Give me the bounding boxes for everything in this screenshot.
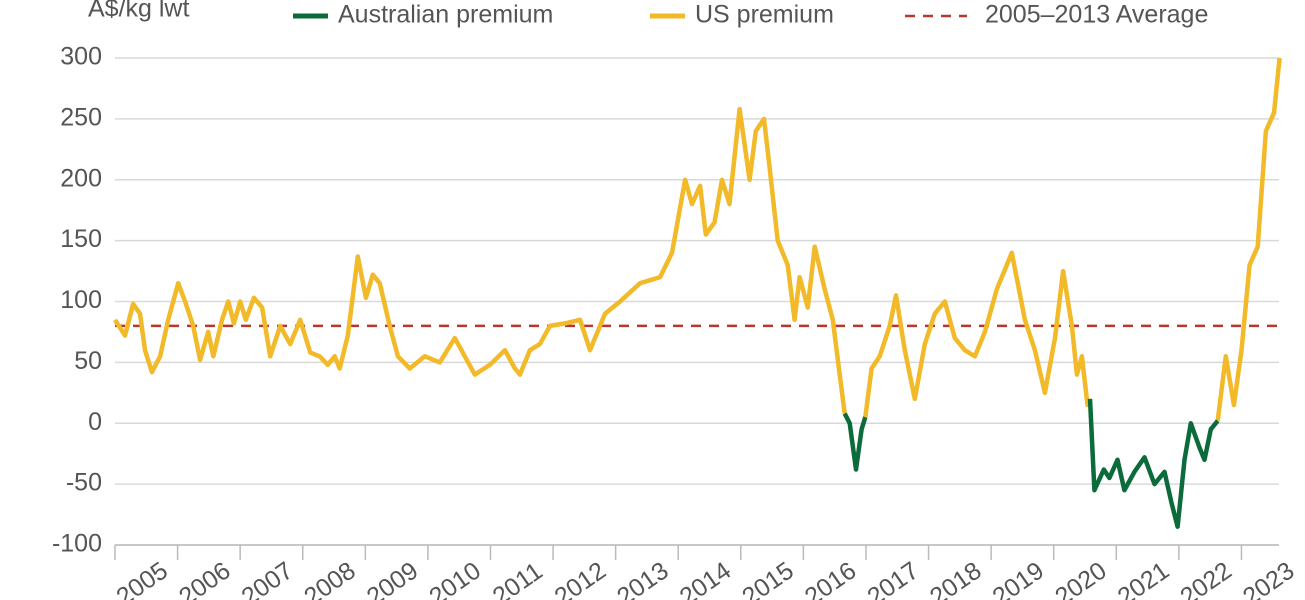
y-tick-label: 200 bbox=[60, 164, 102, 192]
x-tick-label: 2007 bbox=[237, 556, 299, 600]
y-axis-label: A$/kg lwt bbox=[88, 0, 189, 23]
x-tick-label: 2006 bbox=[174, 556, 236, 600]
x-tick-label: 2014 bbox=[675, 556, 737, 600]
x-tick-label: 2016 bbox=[800, 556, 862, 600]
y-tick-label: 150 bbox=[60, 225, 102, 253]
x-tick-label: 2010 bbox=[424, 556, 486, 600]
legend-label: 2005–2013 Average bbox=[985, 1, 1208, 29]
x-tick-label: 2011 bbox=[488, 557, 548, 600]
x-tick-label: 2019 bbox=[988, 556, 1050, 600]
x-tick-label: 2017 bbox=[862, 556, 924, 600]
series-line bbox=[113, 57, 1282, 422]
legend-label: Australian premium bbox=[338, 1, 553, 29]
x-tick-label: 2023 bbox=[1238, 556, 1300, 600]
x-tick-label: 2021 bbox=[1113, 556, 1175, 600]
x-tick-label: 2018 bbox=[925, 556, 987, 600]
y-tick-label: 100 bbox=[60, 286, 102, 314]
y-tick-label: 0 bbox=[88, 408, 102, 436]
x-tick-label: 2022 bbox=[1175, 556, 1237, 600]
y-tick-label: -100 bbox=[52, 530, 102, 558]
x-tick-label: 2005 bbox=[111, 556, 173, 600]
legend-label: US premium bbox=[695, 1, 834, 29]
y-tick-label: 50 bbox=[74, 347, 102, 375]
y-tick-label: 250 bbox=[60, 103, 102, 131]
x-tick-label: 2015 bbox=[737, 556, 799, 600]
x-tick-label: 2009 bbox=[362, 556, 424, 600]
y-tick-label: -50 bbox=[66, 469, 102, 497]
y-tick-label: 300 bbox=[60, 43, 102, 71]
x-tick-label: 2013 bbox=[612, 556, 674, 600]
x-tick-label: 2012 bbox=[549, 556, 611, 600]
series-line bbox=[842, 398, 1220, 529]
x-tick-label: 2020 bbox=[1050, 556, 1112, 600]
x-tick-label: 2008 bbox=[299, 556, 361, 600]
